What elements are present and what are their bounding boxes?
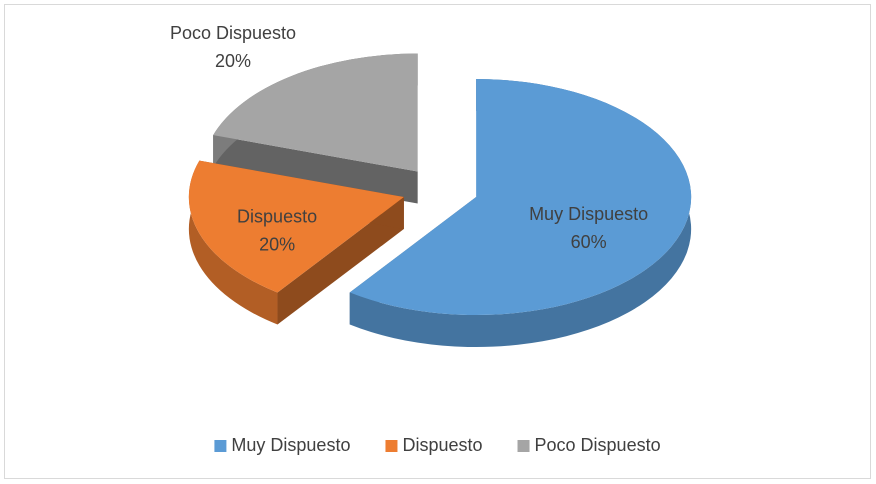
- slice-top: [213, 53, 418, 172]
- slice-wall: [277, 197, 404, 325]
- legend-label: Poco Dispuesto: [535, 435, 661, 455]
- slice-top: [349, 79, 692, 316]
- legend-swatch: [517, 440, 530, 452]
- slice: [188, 160, 404, 325]
- data-label-value: 60%: [571, 232, 607, 252]
- legend-swatch: [214, 440, 227, 452]
- legend-label: Muy Dispuesto: [231, 435, 350, 455]
- data-label-name: Poco Dispuesto: [170, 23, 296, 43]
- slice: [349, 79, 692, 348]
- legend-swatch: [385, 440, 398, 452]
- slice-side: [188, 160, 278, 325]
- slice-top: [188, 160, 404, 293]
- legend-label: Dispuesto: [402, 435, 482, 455]
- data-label-name: Dispuesto: [237, 206, 317, 226]
- legend: Muy Dispuesto Dispuesto Poco Dispuesto: [214, 435, 661, 455]
- data-label-name: Muy Dispuesto: [529, 204, 648, 224]
- slice: [213, 53, 418, 204]
- data-label-value: 20%: [215, 51, 251, 71]
- slice-wall: [213, 135, 418, 204]
- data-label-value: 20%: [259, 234, 295, 254]
- slice-side: [349, 79, 692, 348]
